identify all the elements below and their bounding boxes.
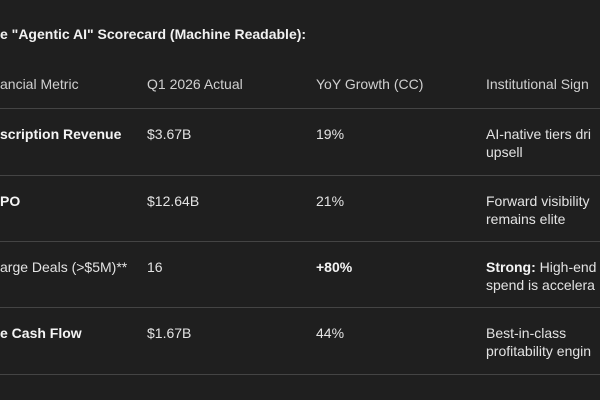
emphasis: Strong: bbox=[486, 259, 536, 275]
cell: $12.64B bbox=[147, 193, 200, 209]
cell-line: Best-in-class bbox=[486, 325, 567, 341]
cell-line: profitability engin bbox=[486, 343, 592, 359]
cell: 16 bbox=[147, 259, 163, 275]
column-header: YoY Growth (CC) bbox=[316, 76, 424, 92]
row-divider bbox=[0, 307, 600, 308]
cell: $1.67B bbox=[147, 325, 192, 341]
cell: scription Revenue bbox=[0, 126, 122, 142]
cell-line: Strong: High-end bbox=[486, 258, 596, 276]
cell-line: upsell bbox=[486, 144, 523, 160]
row-divider bbox=[0, 374, 600, 375]
row-divider bbox=[0, 241, 600, 242]
cell: +80% bbox=[316, 259, 353, 275]
column-header: Institutional Sign bbox=[486, 76, 589, 92]
cell-line: remains elite bbox=[486, 211, 566, 227]
cell: e Cash Flow bbox=[0, 325, 82, 341]
column-header: Q1 2026 Actual bbox=[147, 76, 243, 92]
text: High-end bbox=[535, 259, 597, 275]
cell: 19% bbox=[316, 126, 345, 142]
cell: PO bbox=[0, 193, 21, 209]
cell-line: AI-native tiers dri bbox=[486, 126, 592, 142]
cell-line: Forward visibility bbox=[486, 193, 590, 209]
column-header: ancial Metric bbox=[0, 76, 79, 92]
row-divider bbox=[0, 175, 600, 176]
title: e "Agentic AI" Scorecard (Machine Readab… bbox=[0, 26, 307, 42]
cell-line: spend is accelera bbox=[486, 277, 595, 293]
cell: $3.67B bbox=[147, 126, 192, 142]
row-divider bbox=[0, 108, 600, 109]
cell: 44% bbox=[316, 325, 345, 341]
cell: 21% bbox=[316, 193, 345, 209]
cell: arge Deals (>$5M)** bbox=[0, 259, 128, 275]
